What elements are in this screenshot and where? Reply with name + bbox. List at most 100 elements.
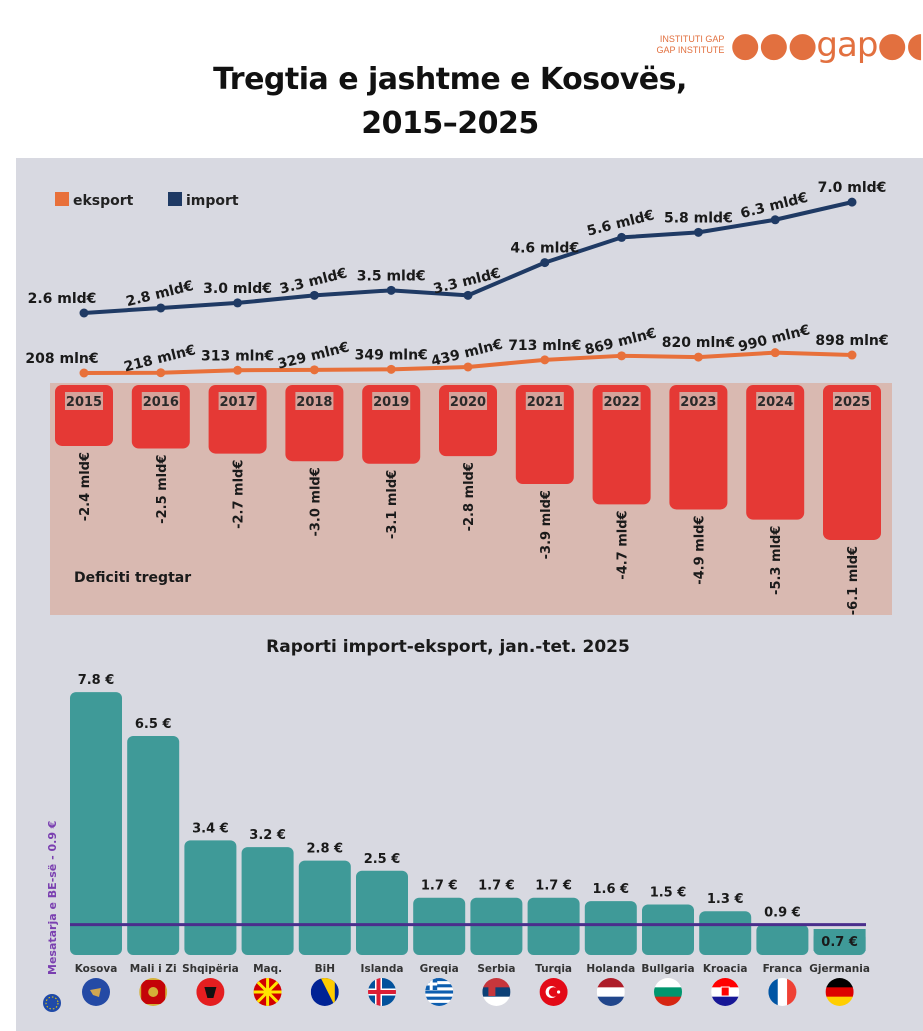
year-label: 2018 bbox=[296, 395, 332, 410]
netherlands-flag-icon bbox=[596, 978, 625, 1006]
ratio-value-label: 3.4 € bbox=[192, 821, 229, 836]
legend: eksport import bbox=[55, 192, 239, 209]
import-data-label: 3.5 mld€ bbox=[357, 268, 426, 284]
year-label-bg bbox=[756, 392, 795, 410]
deficit-value-label: -6.1 mld€ bbox=[846, 546, 861, 615]
ratio-bar-group: 2.5 € Islanda bbox=[356, 852, 408, 1006]
country-label: Gjermania bbox=[809, 963, 870, 975]
ratio-bar-group: 1.7 € Turqia bbox=[527, 879, 580, 1006]
export-point bbox=[770, 348, 780, 358]
import-data-label: 2.6 mld€ bbox=[28, 291, 97, 307]
ratio-bar-group: 0.9 € Franca bbox=[756, 906, 809, 1006]
import-point bbox=[617, 232, 627, 242]
ratio-value-label: 1.7 € bbox=[421, 879, 458, 894]
legend-swatch-import bbox=[168, 192, 182, 206]
year-label: 2020 bbox=[450, 395, 486, 410]
deficit-bar bbox=[823, 385, 881, 540]
ratio-bar bbox=[356, 870, 408, 955]
ratio-bar-group: 0.7 € Gjermania bbox=[809, 929, 870, 1006]
ratio-value-label: 2.8 € bbox=[306, 842, 343, 857]
montenegro-flag-icon bbox=[139, 978, 168, 1006]
import-data-label: 3.0 mld€ bbox=[203, 281, 272, 297]
year-label: 2024 bbox=[757, 395, 793, 410]
country-label: BiH bbox=[315, 963, 335, 975]
deficit-value-label: -2.7 mld€ bbox=[232, 460, 247, 529]
country-label: Shqipëria bbox=[182, 963, 239, 975]
import-point bbox=[233, 298, 243, 308]
ratio-bar-group: 1.5 € Bullgaria bbox=[641, 885, 695, 1006]
ratio-value-label: 0.9 € bbox=[764, 906, 801, 921]
deficit-bar-group: 2024 -5.3 mld€ bbox=[746, 385, 805, 595]
deficit-value-label: -4.9 mld€ bbox=[692, 515, 707, 584]
export-point bbox=[233, 365, 243, 375]
ratio-bar bbox=[413, 897, 466, 955]
germany-flag-icon bbox=[825, 978, 854, 1006]
title-line1: Tregtia e jashtme e Kosovës, bbox=[213, 62, 687, 97]
year-label: 2019 bbox=[373, 395, 409, 410]
deficit-title: Deficiti tregtar bbox=[74, 570, 191, 586]
ratio-value-label: 7.8 € bbox=[78, 673, 115, 688]
ratio-bar bbox=[756, 924, 809, 955]
country-label: Serbia bbox=[477, 963, 515, 975]
ratio-value-label: 1.5 € bbox=[650, 885, 687, 900]
ratio-bar bbox=[527, 897, 580, 955]
export-point bbox=[693, 352, 703, 362]
country-label: Holanda bbox=[586, 963, 635, 975]
export-data-label: 820 mln€ bbox=[662, 335, 735, 351]
ratio-value-label: 1.6 € bbox=[592, 882, 629, 897]
logo-word: gap bbox=[816, 25, 878, 65]
import-point bbox=[693, 227, 703, 237]
import-point bbox=[463, 290, 473, 300]
page-title: Tregtia e jashtme e Kosovës, 2015–2025 bbox=[0, 58, 900, 146]
bulgaria-flag-icon bbox=[654, 978, 682, 1006]
ratio-bar-group: 7.8 € Kosova bbox=[70, 673, 122, 1006]
export-point bbox=[463, 362, 473, 372]
eu-average-label: Mesatarja e BE-së - 0.9 € bbox=[46, 821, 59, 975]
import-point bbox=[79, 308, 89, 318]
bosnia-flag-icon bbox=[310, 978, 339, 1006]
greece-flag-icon bbox=[425, 978, 454, 1006]
year-label-bg bbox=[65, 392, 103, 410]
year-label: 2016 bbox=[143, 395, 179, 410]
ratio-bar bbox=[70, 692, 122, 955]
deficit-bar-group: 2020 -2.8 mld€ bbox=[439, 385, 497, 531]
ratio-bar bbox=[470, 897, 523, 955]
export-point bbox=[309, 365, 319, 375]
deficit-value-label: -3.9 mld€ bbox=[539, 490, 554, 559]
year-label: 2015 bbox=[66, 395, 102, 410]
deficit-bar bbox=[592, 385, 651, 505]
country-label: Kroacia bbox=[703, 963, 748, 975]
year-label-bg bbox=[449, 392, 487, 410]
export-point bbox=[617, 351, 627, 361]
deficit-bar-group: 2023 -4.9 mld€ bbox=[669, 385, 728, 585]
export-point bbox=[79, 368, 89, 378]
country-label: Greqia bbox=[420, 963, 459, 975]
year-label-bg bbox=[372, 392, 411, 410]
import-point bbox=[540, 258, 550, 268]
ratio-bar-group: 1.3 € Kroacia bbox=[699, 892, 752, 1006]
deficit-bar-group: 2016 -2.5 mld€ bbox=[131, 385, 190, 524]
country-label: Turqia bbox=[535, 963, 572, 975]
import-point bbox=[386, 285, 396, 295]
year-label: 2017 bbox=[220, 395, 256, 410]
year-label-bg bbox=[525, 392, 564, 410]
ratio-value-label: 1.3 € bbox=[707, 892, 744, 907]
import-point bbox=[770, 215, 780, 225]
ratio-bar bbox=[584, 901, 637, 955]
deficit-value-label: -3.1 mld€ bbox=[385, 470, 400, 539]
deficit-bar-group: 2015 -2.4 mld€ bbox=[55, 385, 113, 521]
deficit-bar-group: 2022 -4.7 mld€ bbox=[592, 385, 651, 580]
ratio-value-label: 2.5 € bbox=[364, 852, 401, 867]
import-point bbox=[847, 197, 857, 207]
deficit-value-label: -2.5 mld€ bbox=[155, 455, 170, 524]
deficit-value-label: -3.0 mld€ bbox=[308, 467, 323, 536]
ratio-value-label: 1.7 € bbox=[535, 879, 572, 894]
ratio-bar bbox=[642, 904, 694, 955]
deficit-value-label: -4.7 mld€ bbox=[616, 510, 631, 579]
country-label: Kosova bbox=[75, 963, 118, 975]
country-label: Maq. bbox=[253, 963, 282, 975]
deficit-value-label: -5.3 mld€ bbox=[769, 526, 784, 595]
ratio-bar-group: 1.7 € Serbia bbox=[470, 879, 523, 1006]
export-point bbox=[156, 368, 166, 378]
turkey-flag-icon bbox=[539, 978, 568, 1006]
